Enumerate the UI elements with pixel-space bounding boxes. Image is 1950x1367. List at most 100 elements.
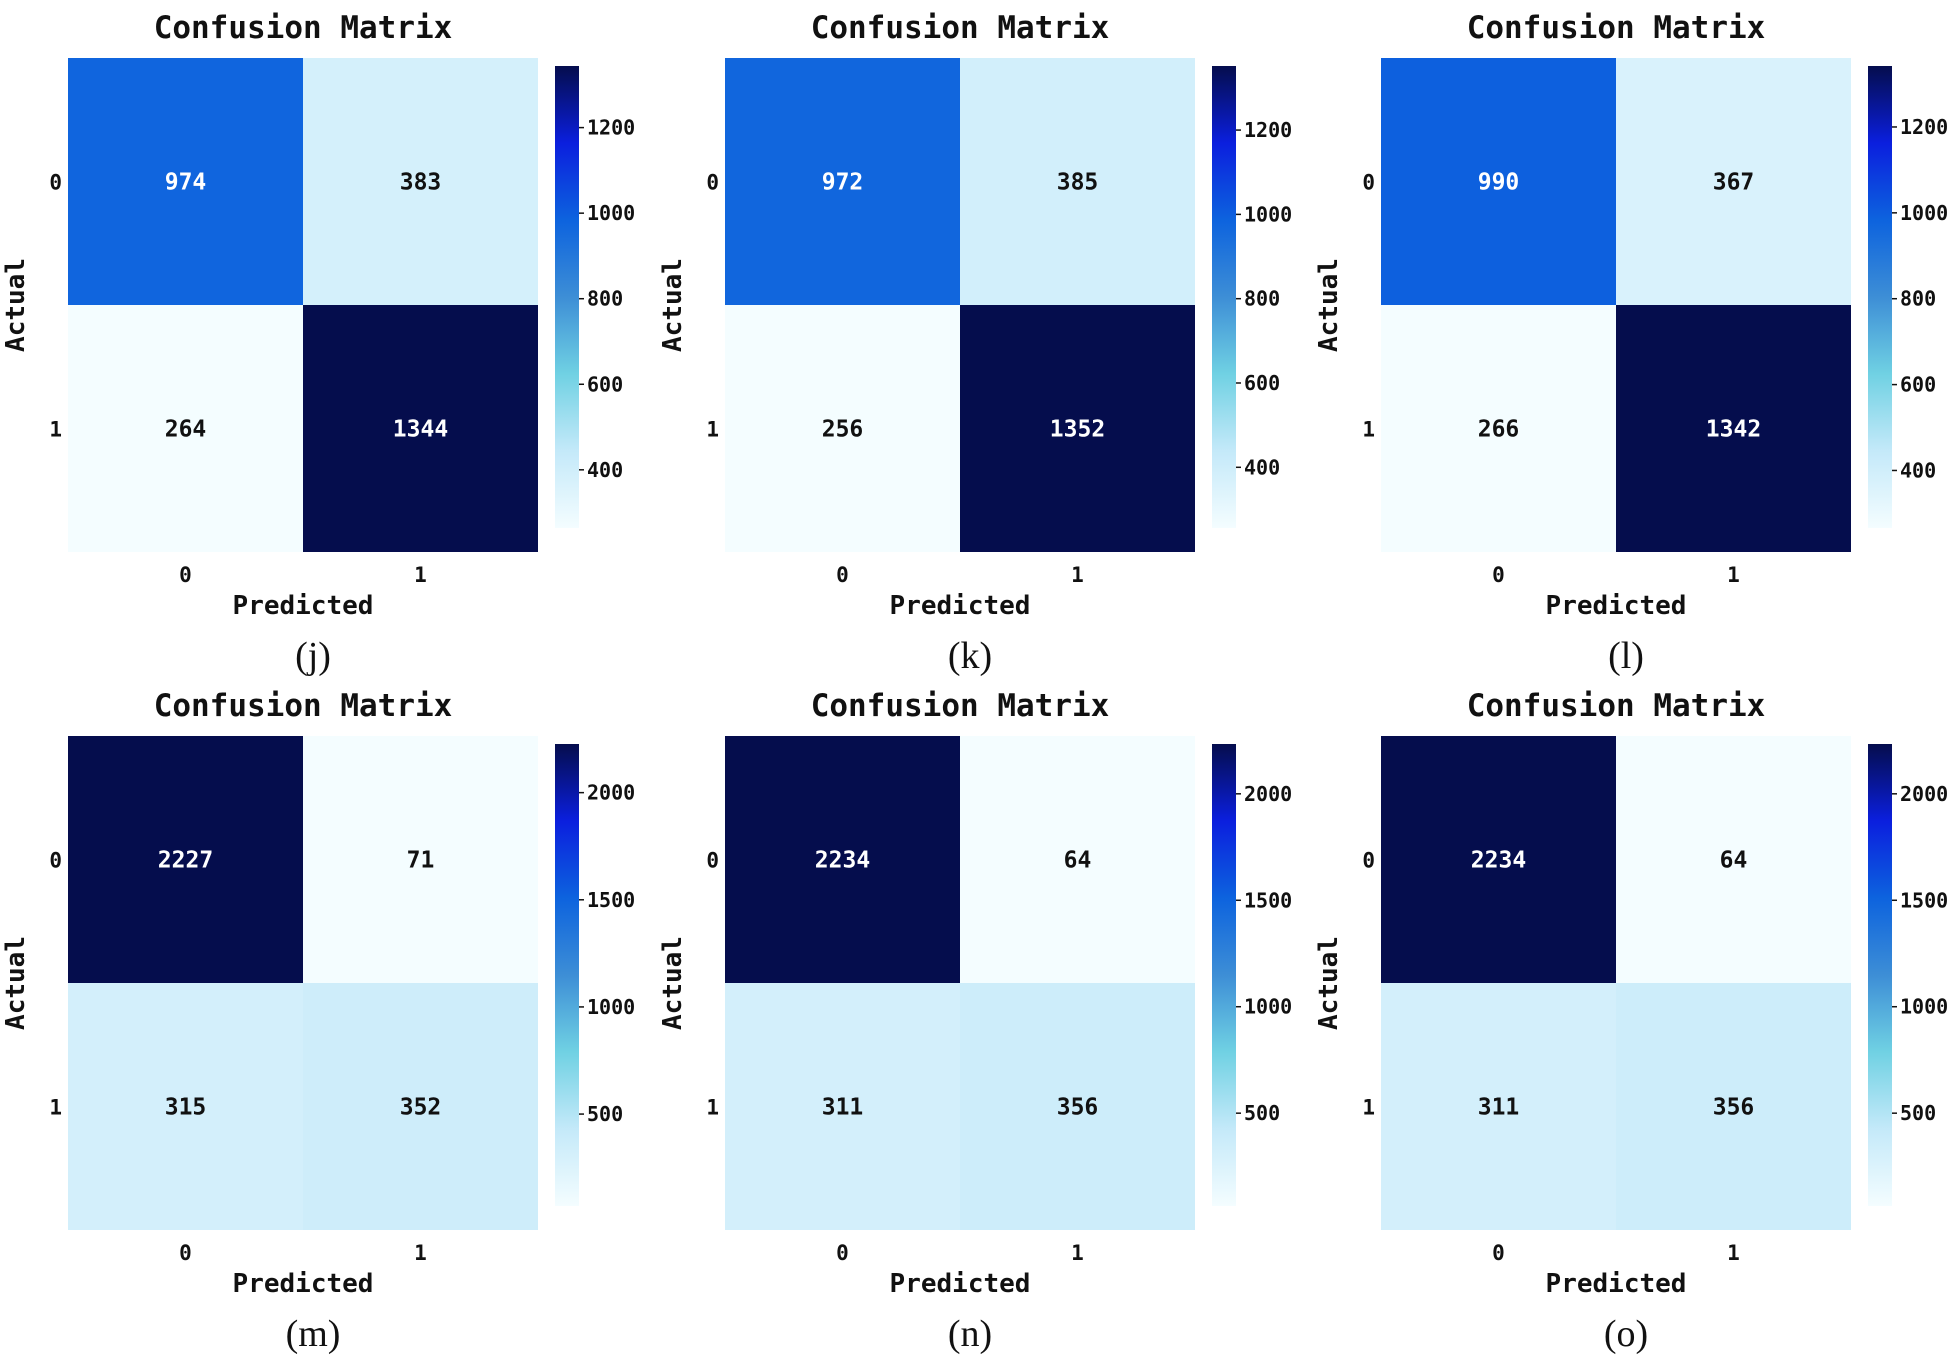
cell-value-label: 367 (1713, 170, 1755, 196)
x-tick-label: 0 (836, 563, 849, 587)
colorbar-tick-label: 2000 (587, 781, 635, 805)
cell-value-label: 383 (400, 170, 442, 196)
colorbar-tick-label: 1200 (587, 116, 635, 140)
colorbar-tick-label: 600 (1900, 373, 1936, 397)
y-tick-label: 1 (706, 418, 719, 442)
colorbar-tick-label: 400 (587, 458, 623, 482)
y-tick-label: 0 (49, 849, 62, 873)
panel-caption: (n) (948, 1313, 992, 1355)
y-tick-label: 0 (706, 849, 719, 873)
heatmap-cell (1616, 58, 1851, 305)
colorbar (1212, 66, 1236, 528)
cell-value-label: 385 (1057, 170, 1099, 196)
chart-title: Confusion Matrix (1467, 688, 1766, 724)
colorbar-tick-label: 1000 (1900, 201, 1948, 225)
y-axis-label: Actual (1314, 936, 1344, 1030)
heatmap-cell (1381, 736, 1616, 983)
heatmap-cell (68, 983, 303, 1230)
heatmap-cell (1616, 305, 1851, 552)
colorbar (1868, 66, 1892, 528)
y-axis-label: Actual (658, 936, 688, 1030)
heatmap-cell (960, 983, 1195, 1230)
cell-value-label: 974 (165, 170, 207, 196)
y-tick-label: 0 (49, 171, 62, 195)
heatmap-cell (725, 983, 960, 1230)
chart-title: Confusion Matrix (811, 688, 1110, 724)
cell-value-label: 256 (822, 417, 864, 443)
heatmap-cell (303, 736, 538, 983)
cell-value-label: 2234 (1471, 848, 1526, 874)
colorbar-tick-label: 1500 (1900, 888, 1948, 912)
panel-caption: (l) (1608, 635, 1644, 677)
panel-caption: (m) (286, 1313, 341, 1355)
x-tick-label: 0 (179, 563, 192, 587)
heatmap-cell (303, 305, 538, 552)
cell-value-label: 264 (165, 417, 207, 443)
colorbar-tick-label: 800 (1900, 287, 1936, 311)
colorbar-tick-label: 2000 (1900, 782, 1948, 806)
x-axis-label: Predicted (890, 591, 1031, 621)
colorbar-tick-label: 600 (1244, 371, 1280, 395)
cell-value-label: 1352 (1050, 417, 1105, 443)
x-tick-label: 1 (1727, 563, 1740, 587)
y-tick-label: 1 (49, 418, 62, 442)
y-tick-label: 0 (1362, 849, 1375, 873)
colorbar-tick-label: 600 (587, 372, 623, 396)
cell-value-label: 315 (165, 1095, 207, 1121)
heatmap-cell (303, 983, 538, 1230)
confusion-matrix-panel: Confusion Matrix 2234 64 311 356 0 1 0 1 Predicte… (658, 688, 1292, 1355)
chart-title: Confusion Matrix (154, 688, 453, 724)
cell-value-label: 64 (1720, 848, 1748, 874)
heatmap-cell (960, 736, 1195, 983)
y-tick-label: 1 (1362, 1096, 1375, 1120)
x-tick-label: 0 (179, 1241, 192, 1265)
chart-title: Confusion Matrix (811, 10, 1110, 46)
x-tick-label: 1 (414, 1241, 427, 1265)
cell-value-label: 990 (1478, 170, 1520, 196)
x-tick-label: 1 (1071, 1241, 1084, 1265)
y-axis-label: Actual (658, 258, 688, 352)
heatmap-cell (960, 58, 1195, 305)
heatmap-cell (303, 58, 538, 305)
cell-value-label: 311 (822, 1095, 864, 1121)
heatmap-cell (725, 58, 960, 305)
x-axis-label: Predicted (890, 1269, 1031, 1299)
heatmap-cell (1381, 305, 1616, 552)
heatmap-cell (725, 736, 960, 983)
colorbar-tick-label: 1000 (1244, 202, 1292, 226)
panel-caption: (j) (295, 635, 331, 677)
colorbar-tick-label: 500 (1244, 1101, 1280, 1125)
y-tick-label: 0 (706, 171, 719, 195)
colorbar-tick-label: 1200 (1900, 115, 1948, 139)
cell-value-label: 311 (1478, 1095, 1520, 1121)
x-tick-label: 1 (414, 563, 427, 587)
confusion-matrix-panel: Confusion Matrix 974 383 264 1344 0 1 0 1 Predict… (1, 10, 635, 677)
colorbar-tick-label: 400 (1244, 455, 1280, 479)
heatmap-cell (68, 58, 303, 305)
x-axis-label: Predicted (233, 591, 374, 621)
y-axis-label: Actual (1, 936, 31, 1030)
cell-value-label: 64 (1064, 848, 1092, 874)
heatmap-cell (68, 305, 303, 552)
colorbar-tick-label: 500 (1900, 1101, 1936, 1125)
confusion-matrix-panel: Confusion Matrix 2227 71 315 352 0 1 0 1 Predicte… (1, 688, 635, 1355)
cell-value-label: 71 (407, 848, 435, 874)
panel-caption: (k) (948, 635, 992, 677)
colorbar-tick-label: 1000 (1244, 995, 1292, 1019)
y-axis-label: Actual (1, 258, 31, 352)
y-axis-label: Actual (1314, 258, 1344, 352)
x-tick-label: 1 (1727, 1241, 1740, 1265)
cell-value-label: 2227 (158, 848, 213, 874)
x-tick-label: 0 (1492, 563, 1505, 587)
heatmap-cell (725, 305, 960, 552)
cell-value-label: 356 (1057, 1095, 1099, 1121)
y-tick-label: 1 (706, 1096, 719, 1120)
colorbar (1868, 744, 1892, 1206)
colorbar-tick-label: 500 (587, 1102, 623, 1126)
chart-title: Confusion Matrix (1467, 10, 1766, 46)
heatmap-cell (68, 736, 303, 983)
cell-value-label: 356 (1713, 1095, 1755, 1121)
x-axis-label: Predicted (1546, 591, 1687, 621)
colorbar-tick-label: 1000 (587, 995, 635, 1019)
